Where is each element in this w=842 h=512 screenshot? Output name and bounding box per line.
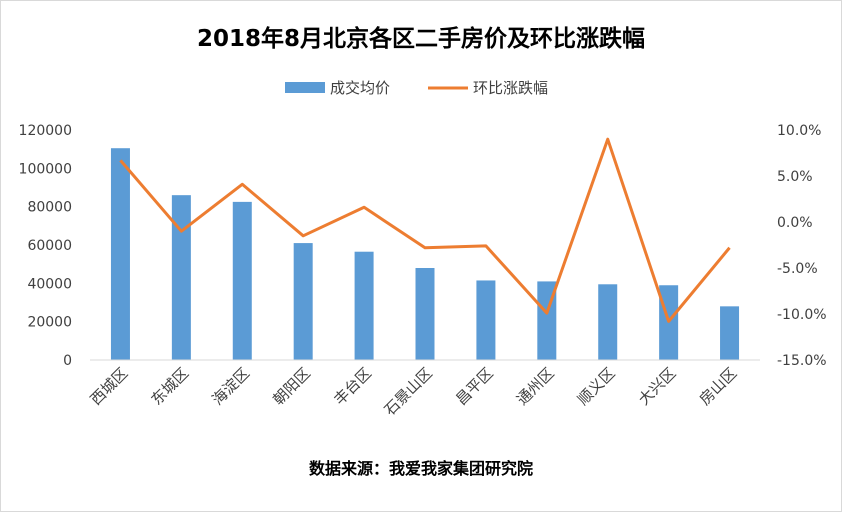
- right-tick-label: -10.0%: [777, 307, 827, 323]
- left-tick-label: 40000: [27, 276, 72, 292]
- category-label: 房山区: [696, 364, 741, 409]
- bar: [598, 284, 618, 360]
- right-tick-label: 5.0%: [777, 169, 813, 185]
- right-tick-label: 0.0%: [777, 215, 813, 231]
- bar: [110, 148, 130, 360]
- left-tick-label: 120000: [19, 123, 72, 139]
- category-label: 石景山区: [381, 364, 436, 419]
- legend: 成交均价 环比涨跌幅: [285, 79, 548, 97]
- left-tick-label: 20000: [27, 315, 72, 331]
- category-label: 西城区: [87, 364, 132, 409]
- line-series: [119, 137, 731, 323]
- right-tick-label: 10.0%: [777, 123, 821, 139]
- left-tick-label: 0: [63, 353, 72, 369]
- category-labels: 西城区 东城区 海淀区 朝阳区 丰台区 石景山区 昌平区 通州区 顺义区 大兴区 房山区: [87, 364, 741, 419]
- legend-label-line: 环比涨跌幅: [473, 79, 548, 97]
- category-label: 东城区: [148, 364, 193, 409]
- left-axis: 0 20000 40000 60000 80000 100000 120000: [19, 123, 72, 369]
- source-note: 数据来源：我爱我家集团研究院: [309, 459, 533, 478]
- category-label: 丰台区: [330, 364, 375, 409]
- bar: [415, 268, 435, 360]
- bar: [476, 280, 496, 360]
- category-label: 海淀区: [209, 364, 254, 409]
- bar: [354, 251, 374, 360]
- left-tick-label: 100000: [19, 161, 72, 177]
- left-tick-label: 60000: [27, 238, 72, 254]
- right-tick-label: -5.0%: [777, 261, 818, 277]
- category-label: 通州区: [513, 364, 558, 409]
- legend-swatch-bar: [285, 82, 325, 93]
- chart-title: 2018年8月北京各区二手房价及环比涨跌幅: [197, 25, 645, 52]
- bar: [720, 306, 740, 360]
- category-label: 昌平区: [452, 364, 497, 409]
- bar: [232, 201, 252, 360]
- bar: [293, 243, 313, 360]
- right-axis: -15.0% -10.0% -5.0% 0.0% 5.0% 10.0%: [777, 123, 827, 369]
- category-label: 大兴区: [635, 364, 680, 409]
- category-label: 顺义区: [574, 364, 619, 409]
- left-tick-label: 80000: [27, 200, 72, 216]
- category-label: 朝阳区: [269, 364, 314, 409]
- right-tick-label: -15.0%: [777, 353, 827, 369]
- legend-label-bar: 成交均价: [330, 79, 390, 97]
- bar: [171, 195, 191, 360]
